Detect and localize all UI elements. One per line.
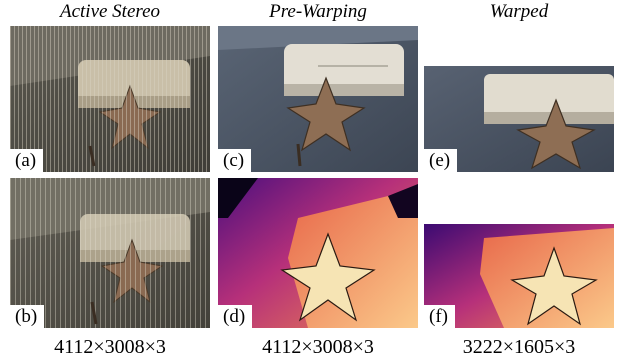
- panel-label-c: (c): [218, 149, 252, 172]
- active-stereo-photo-a: [10, 26, 210, 172]
- panel-label-d: (d): [218, 305, 253, 328]
- column-title-warped: Warped: [489, 1, 549, 22]
- panel-label-b: (b): [10, 305, 45, 328]
- panel-b-active-stereo-image: (b): [10, 178, 210, 328]
- panel-e-warped-image: (e): [424, 66, 614, 172]
- dimensions-pre-warping: 4112×3008×3: [262, 336, 374, 358]
- column-title-pre-warping: Pre-Warping: [269, 1, 367, 22]
- column-title-active-stereo: Active Stereo: [59, 1, 161, 22]
- dimensions-active-stereo: 4112×3008×3: [54, 336, 166, 358]
- pre-warping-photo: [218, 26, 418, 172]
- panel-label-a: (a): [10, 149, 44, 172]
- depth-map-warped: [424, 224, 614, 328]
- panel-c-pre-warping-image: (c): [218, 26, 418, 172]
- panel-d-depth-map: (d): [218, 178, 418, 328]
- active-stereo-photo-b: [10, 178, 210, 328]
- panel-a-active-stereo-image: (a): [10, 26, 210, 172]
- panel-label-f: (f): [424, 305, 455, 328]
- panel-f-warped-depth-map: (f): [424, 224, 614, 328]
- dimensions-warped: 3222×1605×3: [462, 336, 576, 358]
- panel-label-e: (e): [424, 149, 458, 172]
- depth-map-pre-warping: [218, 178, 418, 328]
